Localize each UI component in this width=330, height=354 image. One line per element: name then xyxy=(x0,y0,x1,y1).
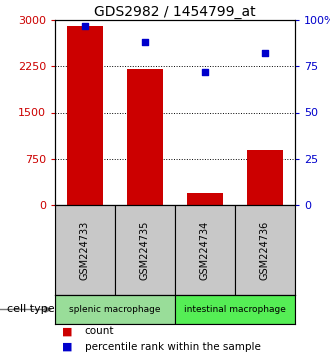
Bar xyxy=(115,205,175,295)
Text: splenic macrophage: splenic macrophage xyxy=(69,305,161,314)
Point xyxy=(202,69,208,75)
Title: GDS2982 / 1454799_at: GDS2982 / 1454799_at xyxy=(94,5,256,19)
Text: intestinal macrophage: intestinal macrophage xyxy=(184,305,286,314)
Bar xyxy=(55,295,175,324)
Text: GSM224733: GSM224733 xyxy=(80,221,90,280)
Bar xyxy=(175,295,295,324)
Bar xyxy=(175,205,235,295)
Text: GSM224736: GSM224736 xyxy=(260,221,270,280)
Text: ■: ■ xyxy=(62,326,72,337)
Text: GSM224734: GSM224734 xyxy=(200,221,210,280)
Bar xyxy=(127,69,163,205)
Point xyxy=(142,39,148,45)
Point xyxy=(82,23,88,28)
Bar xyxy=(55,205,115,295)
Bar xyxy=(67,26,103,205)
Text: percentile rank within the sample: percentile rank within the sample xyxy=(85,342,261,352)
Text: cell type: cell type xyxy=(7,304,54,314)
Text: GSM224735: GSM224735 xyxy=(140,220,150,280)
Text: ■: ■ xyxy=(62,342,72,352)
Point xyxy=(262,51,268,56)
Bar xyxy=(247,149,283,205)
Bar xyxy=(187,193,223,205)
Text: count: count xyxy=(85,326,114,337)
Bar xyxy=(235,205,295,295)
